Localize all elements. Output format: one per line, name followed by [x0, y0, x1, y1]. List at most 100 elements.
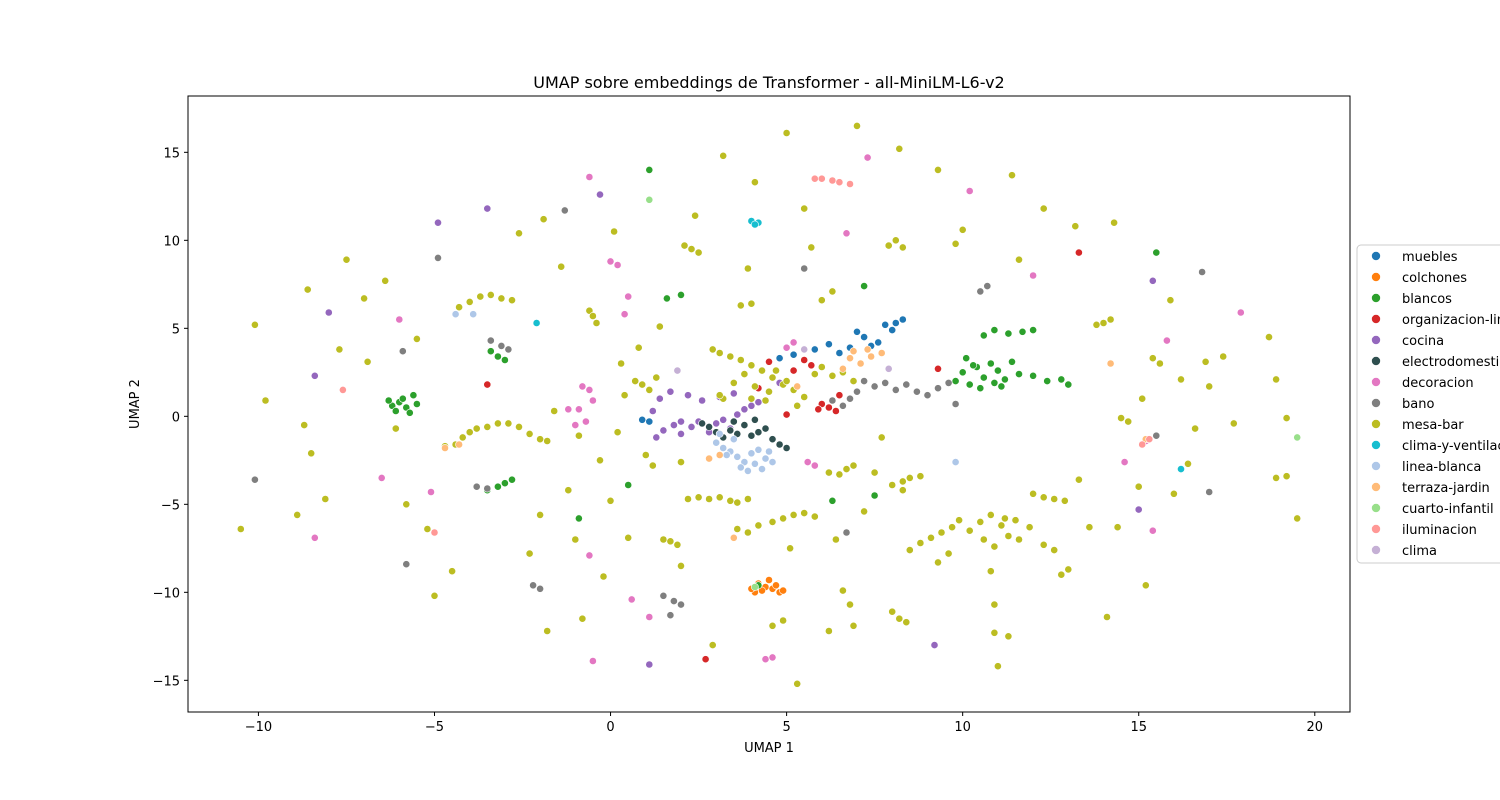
- point-iluminacion-8: [338, 385, 347, 394]
- point-mesa-bar-172: [1075, 475, 1083, 484]
- point-organizacion-limpieza-5: [832, 407, 840, 415]
- point-cocina-19: [729, 389, 738, 398]
- point-mesa-bar-191: [1219, 352, 1228, 361]
- point-mesa-bar-86: [761, 396, 770, 405]
- point-mesa-bar-131: [902, 618, 911, 627]
- point-mesa-bar-189: [1201, 357, 1210, 366]
- point-mesa-bar-6: [303, 285, 312, 294]
- point-mesa-bar-198: [1293, 514, 1302, 523]
- point-decoracion-18: [1236, 308, 1245, 317]
- point-mesa-bar-120: [877, 433, 886, 442]
- point-mesa-bar-171: [1071, 222, 1080, 231]
- point-mesa-bar-199: [1103, 613, 1111, 621]
- point-mesa-bar-75: [736, 356, 745, 364]
- point-linea-blanca-16: [451, 310, 460, 319]
- point-decoracion-28: [810, 461, 819, 470]
- point-cocina-17: [698, 396, 706, 405]
- legend-marker-cuarto-infantil: [1371, 503, 1381, 513]
- point-mesa-bar-27: [525, 429, 534, 438]
- point-mesa-bar-182: [1148, 354, 1157, 363]
- point-blancos-26: [1057, 375, 1066, 384]
- point-blancos-31: [1018, 327, 1027, 336]
- point-mesa-bar-0: [236, 525, 245, 533]
- point-mesa-bar-151: [1011, 516, 1020, 525]
- point-mesa-bar-170: [1064, 565, 1073, 574]
- point-decoracion-30: [863, 153, 872, 162]
- point-mesa-bar-15: [412, 334, 421, 343]
- point-mesa-bar-84: [740, 370, 749, 378]
- point-linea-blanca-1: [719, 444, 728, 452]
- point-bano-11: [839, 401, 847, 410]
- point-bano-2: [881, 378, 890, 387]
- point-cocina-1: [670, 421, 678, 429]
- y-tick-label: 0: [172, 410, 180, 425]
- point-mesa-bar-225: [817, 363, 826, 371]
- point-decoracion-29: [842, 229, 851, 238]
- point-bano-27: [250, 475, 259, 484]
- point-blancos-45: [860, 282, 868, 290]
- point-mesa-bar-174: [1092, 320, 1101, 329]
- point-bano-29: [1205, 488, 1214, 496]
- point-blancos-5: [391, 407, 400, 415]
- point-cocina-11: [747, 401, 756, 410]
- point-bano-36: [842, 528, 851, 537]
- point-mesa-bar-54: [624, 533, 633, 542]
- point-mesa-bar-180: [1134, 482, 1143, 491]
- point-clima-2: [673, 366, 682, 375]
- point-mesa-bar-28: [536, 435, 544, 444]
- point-mesa-bar-184: [1166, 296, 1175, 305]
- point-blancos-34: [493, 352, 502, 361]
- point-mesa-bar-159: [990, 628, 999, 637]
- point-mesa-bar-90: [736, 301, 745, 310]
- x-tick-label: −5: [425, 720, 444, 735]
- point-blancos-35: [500, 356, 509, 364]
- point-cocina-26: [645, 660, 654, 669]
- point-cocina-6: [712, 419, 721, 428]
- point-mesa-bar-83: [729, 378, 738, 387]
- point-blancos-10: [958, 368, 967, 377]
- point-mesa-bar-185: [1170, 489, 1178, 498]
- legend-label-cocina: cocina: [1402, 334, 1444, 349]
- point-bano-13: [486, 336, 495, 345]
- point-blancos-30: [1004, 329, 1013, 338]
- point-linea-blanca-6: [754, 445, 763, 454]
- x-tick-label: 15: [1130, 720, 1147, 735]
- point-mesa-bar-103: [793, 679, 802, 688]
- point-mesa-bar-71: [744, 495, 752, 503]
- point-bano-15: [504, 345, 513, 354]
- point-bano-23: [670, 597, 678, 605]
- point-organizacion-limpieza-14: [765, 357, 773, 366]
- legend-marker-clima-y-ventilacion: [1371, 440, 1381, 450]
- point-cocina-12: [754, 398, 763, 407]
- point-bano-26: [402, 560, 411, 569]
- point-mesa-bar-38: [525, 549, 534, 558]
- point-mesa-bar-77: [758, 366, 766, 375]
- point-mesa-bar-216: [677, 562, 685, 570]
- point-cocina-14: [655, 394, 664, 403]
- point-mesa-bar-39: [536, 511, 544, 519]
- point-electrodomesticos-7: [754, 428, 763, 437]
- point-mesa-bar-154: [934, 165, 942, 174]
- point-mesa-bar-92: [733, 525, 742, 533]
- legend-marker-terraza-jardin: [1371, 482, 1381, 492]
- point-mesa-bar-130: [895, 614, 904, 623]
- point-mesa-bar-17: [430, 591, 439, 600]
- point-mesa-bar-26: [515, 422, 523, 431]
- point-mesa-bar-169: [1057, 570, 1066, 579]
- point-electrodomesticos-11: [751, 415, 759, 424]
- point-bano-34: [560, 206, 569, 215]
- point-decoracion-19: [1163, 336, 1171, 345]
- point-mesa-bar-105: [800, 204, 809, 213]
- point-mesa-bar-194: [1272, 375, 1280, 384]
- point-mesa-bar-181: [1141, 581, 1150, 590]
- point-mesa-bar-137: [948, 523, 956, 532]
- x-axis-label: UMAP 1: [744, 741, 794, 756]
- point-decoracion-10: [395, 315, 404, 324]
- point-organizacion-limpieza-2: [789, 366, 798, 375]
- point-blancos-7: [412, 400, 421, 408]
- legend-label-clima-y-ventilacion: clima-y-ventilacion: [1402, 439, 1500, 454]
- legend-marker-decoracion: [1371, 377, 1381, 387]
- point-bano-3: [891, 385, 900, 394]
- point-decoracion-33: [620, 310, 629, 319]
- point-iluminacion-0: [810, 174, 819, 183]
